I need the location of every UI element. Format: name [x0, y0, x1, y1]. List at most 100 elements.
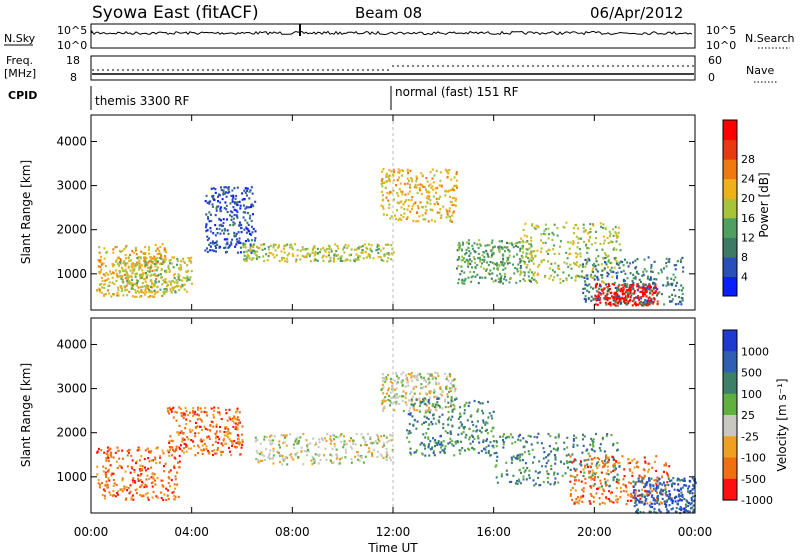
range-cell [415, 427, 418, 430]
range-cell [592, 264, 594, 267]
range-cell [124, 289, 127, 292]
range-cell [186, 435, 189, 439]
range-cell [159, 256, 162, 260]
range-cell [640, 296, 643, 299]
range-cell [385, 175, 388, 178]
range-cell [173, 272, 176, 275]
range-cell [233, 421, 236, 424]
range-cell [213, 249, 215, 252]
range-cell [354, 443, 357, 446]
range-cell [563, 448, 566, 451]
range-cell [573, 482, 576, 485]
range-cell [463, 427, 465, 430]
range-cell [300, 446, 303, 449]
range-cell [345, 258, 348, 261]
range-cell [530, 277, 533, 280]
range-cell [516, 241, 519, 244]
range-cell [669, 300, 671, 303]
range-cell [390, 191, 393, 194]
range-cell [414, 402, 416, 405]
range-cell [581, 265, 584, 268]
range-cell [252, 245, 255, 248]
range-cell [176, 259, 179, 263]
range-cell [208, 243, 211, 246]
range-cell [216, 411, 219, 414]
range-cell [406, 177, 409, 180]
range-cell [508, 480, 511, 484]
range-cell [627, 493, 629, 496]
range-cell [136, 257, 139, 260]
range-cell [120, 465, 123, 468]
range-cell [409, 447, 412, 450]
range-cell [398, 217, 401, 220]
range-cell [431, 423, 434, 426]
range-cell [540, 442, 543, 445]
range-cell [493, 267, 495, 270]
range-cell [648, 491, 651, 494]
range-cell [605, 254, 607, 257]
range-cell [382, 409, 385, 412]
range-cell [691, 492, 694, 495]
range-cell [575, 235, 578, 238]
range-cell [238, 200, 241, 203]
range-cell [107, 468, 110, 471]
range-cell [586, 260, 589, 264]
range-cell [120, 266, 123, 269]
range-cell [425, 432, 428, 435]
range-cell [333, 258, 335, 261]
range-cell [236, 216, 239, 219]
range-cell [620, 270, 623, 273]
range-cell [405, 217, 408, 220]
range-cell [188, 257, 191, 260]
range-cell [97, 482, 100, 485]
range-cell [148, 288, 151, 291]
range-cell [180, 260, 183, 263]
range-cell [393, 409, 396, 412]
range-cell [280, 454, 283, 457]
range-cell [661, 502, 664, 505]
range-cell [667, 260, 670, 263]
range-cell [657, 272, 660, 275]
range-cell [587, 297, 590, 300]
range-cell [397, 378, 400, 381]
range-cell [478, 441, 481, 444]
range-cell [162, 258, 165, 261]
range-cell [529, 279, 531, 282]
range-cell [596, 277, 599, 280]
range-cell [325, 248, 328, 251]
range-cell [205, 445, 208, 448]
range-cell [468, 250, 471, 253]
range-cell [116, 492, 118, 495]
range-cell [254, 200, 257, 203]
range-cell [398, 169, 401, 172]
range-cell [565, 454, 568, 457]
range-cell [596, 297, 599, 300]
range-cell [221, 198, 224, 201]
range-cell [386, 191, 389, 195]
range-cell [153, 293, 156, 296]
x-tick-label: 00:00 [678, 525, 713, 539]
range-cell [135, 460, 138, 463]
range-cell [395, 382, 398, 385]
range-cell [463, 271, 466, 274]
colorbar-frame [722, 329, 738, 501]
range-cell [248, 217, 251, 220]
range-cell [455, 441, 458, 444]
range-cell [237, 231, 240, 234]
range-cell [492, 446, 495, 449]
range-cell [229, 418, 232, 421]
range-cell [579, 460, 582, 463]
range-cell [610, 500, 613, 503]
range-cell [265, 253, 268, 256]
range-cell [497, 277, 500, 280]
range-cell [204, 200, 207, 203]
range-cell [659, 482, 662, 485]
range-cell [437, 397, 439, 400]
range-cell [664, 462, 667, 465]
range-cell [687, 504, 690, 507]
range-cell [155, 462, 158, 465]
range-cell [564, 472, 567, 475]
range-cell [274, 249, 277, 252]
range-cell [641, 274, 644, 277]
range-cell [591, 469, 594, 472]
